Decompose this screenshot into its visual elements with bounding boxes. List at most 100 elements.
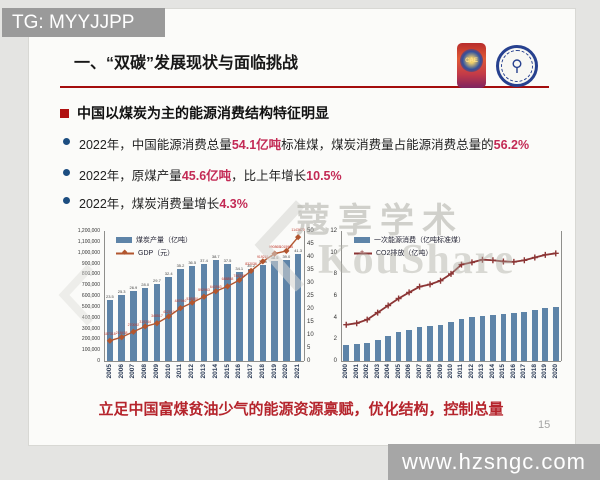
y-axis-tick-label: 8 [333,271,337,278]
x-axis-tick-label: 2012 [188,364,196,379]
x-axis-tick-label: 2017 [247,364,255,379]
bar [247,269,255,361]
bar [236,272,243,361]
line-value-label: 832036 [245,261,257,266]
bar-value-label: 35.2 [176,263,185,269]
x-axis-tick-label: 2016 [509,364,517,379]
x-axis-tick-label: 2018 [258,364,266,379]
bar [271,260,278,361]
x-axis-tick-label: 2010 [164,364,172,379]
x-axis-tick-label: 2011 [176,364,184,379]
cae-logo: CAE [457,43,486,88]
right-axis-tick-label: 45 [307,241,314,247]
bar [177,269,184,361]
bar [448,321,454,361]
bar [283,259,290,361]
right-axis-tick-label: 30 [307,280,314,286]
x-axis-tick-label: 2005 [105,364,113,379]
y-axis-tick-label: 300,000 [81,325,100,332]
x-axis-tick-label: 2006 [405,364,413,379]
legend-label: CO2排放（亿吨） [376,250,433,257]
x-axis-tick-label: 2009 [152,364,160,379]
line-value-label: 187318 [104,331,116,336]
bullet-item: 2022年，中国能源消费总量54.1亿吨标准煤，煤炭消费量占能源消费总量的56.… [79,134,529,153]
line-value-label: 348517 [151,314,163,319]
legend-label: 一次能源消费（亿吨标准煤） [374,237,465,244]
bar-value-label: 35.2 [247,263,255,269]
x-axis-tick-label: 2008 [426,364,434,379]
x-axis-line [341,361,561,362]
right-axis-tick-label: 40 [307,254,314,260]
bar-value-label: 25.3 [117,289,126,295]
right-axis-line [561,231,562,361]
x-axis-tick-label: 2012 [467,364,475,379]
y-axis-tick-label: 500,000 [81,303,100,310]
bar [118,295,125,361]
x-axis-tick-label: 2010 [447,364,454,379]
cae-emblem-icon: CAE [460,49,483,72]
y-axis-tick-label: 600,000 [81,293,100,299]
title-underline [60,86,549,88]
y-axis-tick-label: 200,000 [81,336,100,343]
tg-watermark-badge: TG: MYYJJPP [2,8,165,37]
right-axis-tick-label: 10 [307,332,314,338]
x-axis-tick-label: 2006 [117,364,125,379]
bar [395,332,402,361]
right-axis-tick-label: 35 [307,267,314,273]
bar [458,319,465,361]
x-axis-tick-label: 2005 [394,364,402,379]
bar [427,326,433,361]
legend-item: ◆ GDP（元） [116,248,174,258]
bullet-item: 2022年，煤炭消费量增长4.3% [79,193,248,212]
y-axis-tick-label: 100,000 [81,347,100,354]
bullet-dot-icon [63,169,70,176]
x-axis-tick-label: 2003 [373,364,381,379]
bar [212,260,219,361]
bullet-text: ，比上年增长 [231,169,307,183]
x-axis-line [104,361,304,362]
legend-item: + CO2排放（亿吨） [354,248,432,258]
right-axis-line [304,231,305,361]
legend-item: 一次能源消费（亿吨标准煤） [354,235,465,245]
x-axis-tick-label: 2021 [294,364,302,379]
bar [200,263,208,361]
bar-value-label: 37.4 [200,257,208,263]
bullet-dot-icon [63,138,70,145]
bar-value-label: 23.5 [105,293,114,299]
x-axis-tick-label: 2018 [530,364,538,379]
legend-line-swatch: ◆ [116,248,134,257]
line-value-label: 746395 [233,274,246,279]
x-axis-tick-label: 2015 [499,364,507,379]
x-axis-tick-label: 2014 [488,364,496,379]
y-axis-tick-label: 1,200,000 [77,228,100,234]
line-value-label: 219438 [115,331,128,336]
bar-value-label: 29.7 [153,277,161,283]
line-value-label: 487940 [174,299,187,304]
bar-value-label: 26.9 [129,285,138,291]
x-axis-tick-label: 2019 [541,364,549,379]
y-axis-tick-label: 800,000 [81,271,100,278]
line-value-label: 592963 [198,287,210,292]
highlighted-value: 54.1亿吨 [231,138,282,152]
y-axis-line [104,231,105,361]
bar [406,329,412,361]
y-axis-tick-label: 0 [97,358,100,364]
line-value-label: 688858 [221,277,234,282]
footer-highlight: 立足中国富煤贫油少气的能源资源禀赋，优化结构，控制总量 [98,401,504,418]
legend-marker-icon: ◆ [122,248,128,256]
x-axis-tick-label: 2000 [342,364,350,379]
bar [259,265,267,361]
bar-value-label: 38.7 [211,254,220,260]
bar [500,313,507,361]
x-axis-tick-label: 2013 [200,364,207,379]
line-value-label: 643563 [209,285,222,290]
bar [294,253,302,361]
y-axis-tick-label: 12 [330,228,337,234]
page-title: 一、“双碳”发展现状与面临挑战 [74,55,299,72]
x-axis-tick-label: 2017 [520,364,528,379]
bullet-text: 2022年，煤炭消费量增长 [79,197,220,211]
line-value-label: 412119 [162,310,175,315]
line-value-label: 919281 [256,255,269,260]
x-axis-tick-label: 2013 [478,364,486,379]
